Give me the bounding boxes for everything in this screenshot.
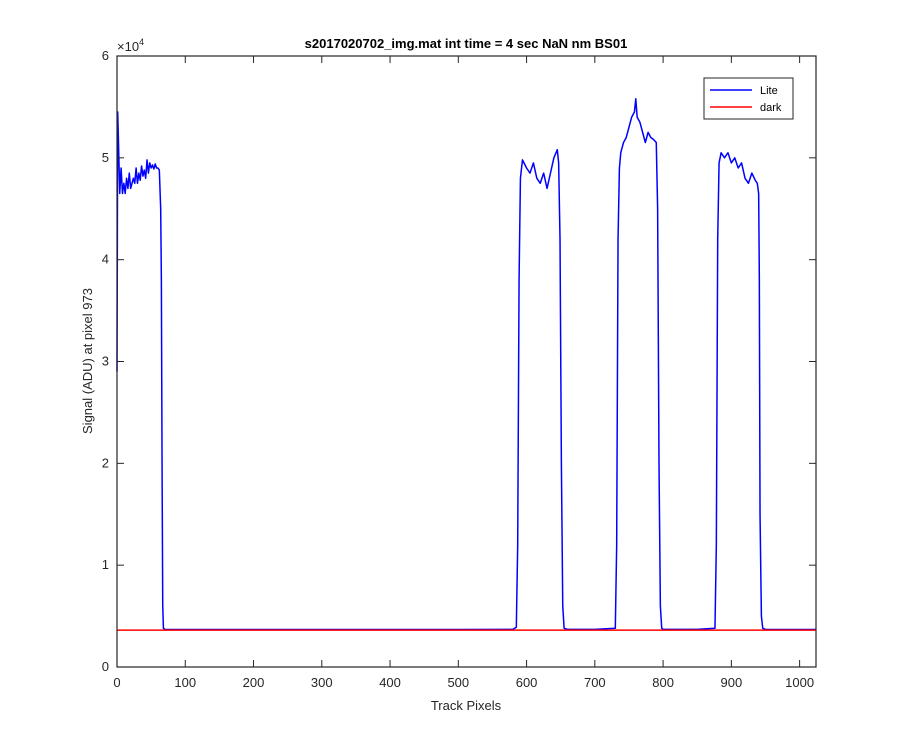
y-tick-label: 4 [102,252,109,267]
x-tick-label: 600 [516,675,538,690]
x-tick-label: 200 [243,675,265,690]
y-tick-label: 3 [102,354,109,369]
y-exponent-base: ×10 [117,39,139,54]
chart-title: s2017020702_img.mat int time = 4 sec NaN… [305,36,628,51]
y-exponent-power: 4 [139,37,144,47]
x-tick-label: 1000 [785,675,814,690]
series-line-lite [116,98,816,631]
plot-frame [116,55,817,668]
y-tick-label: 6 [102,48,109,63]
x-tick-label: 800 [652,675,674,690]
y-tick-label: 0 [102,659,109,674]
x-tick-label: 0 [113,675,120,690]
legend-label-dark: dark [760,102,782,114]
x-tick-label: 500 [447,675,469,690]
legend-label-lite: Lite [760,85,778,97]
series-layer [116,98,816,631]
y-tick-label: 1 [102,557,109,572]
ticks-layer: 0 100 200 300 400 500 600 700 800 900 1000 0 1 2 3 4 5 6 [102,48,816,690]
y-tick-label: 5 [102,150,109,165]
legend-box [703,77,794,120]
x-axis-label: Track Pixels [431,698,502,713]
x-tick-label: 100 [174,675,196,690]
x-tick-label: 400 [379,675,401,690]
y-axis-label: Signal (ADU) at pixel 973 [80,288,95,434]
x-tick-label: 300 [311,675,333,690]
x-tick-label: 900 [721,675,743,690]
y-exponent-label: ×104 [117,37,144,54]
y-tick-label: 2 [102,455,109,470]
legend: Lite dark [703,77,794,120]
x-tick-label: 700 [584,675,606,690]
plot-area [117,56,816,667]
